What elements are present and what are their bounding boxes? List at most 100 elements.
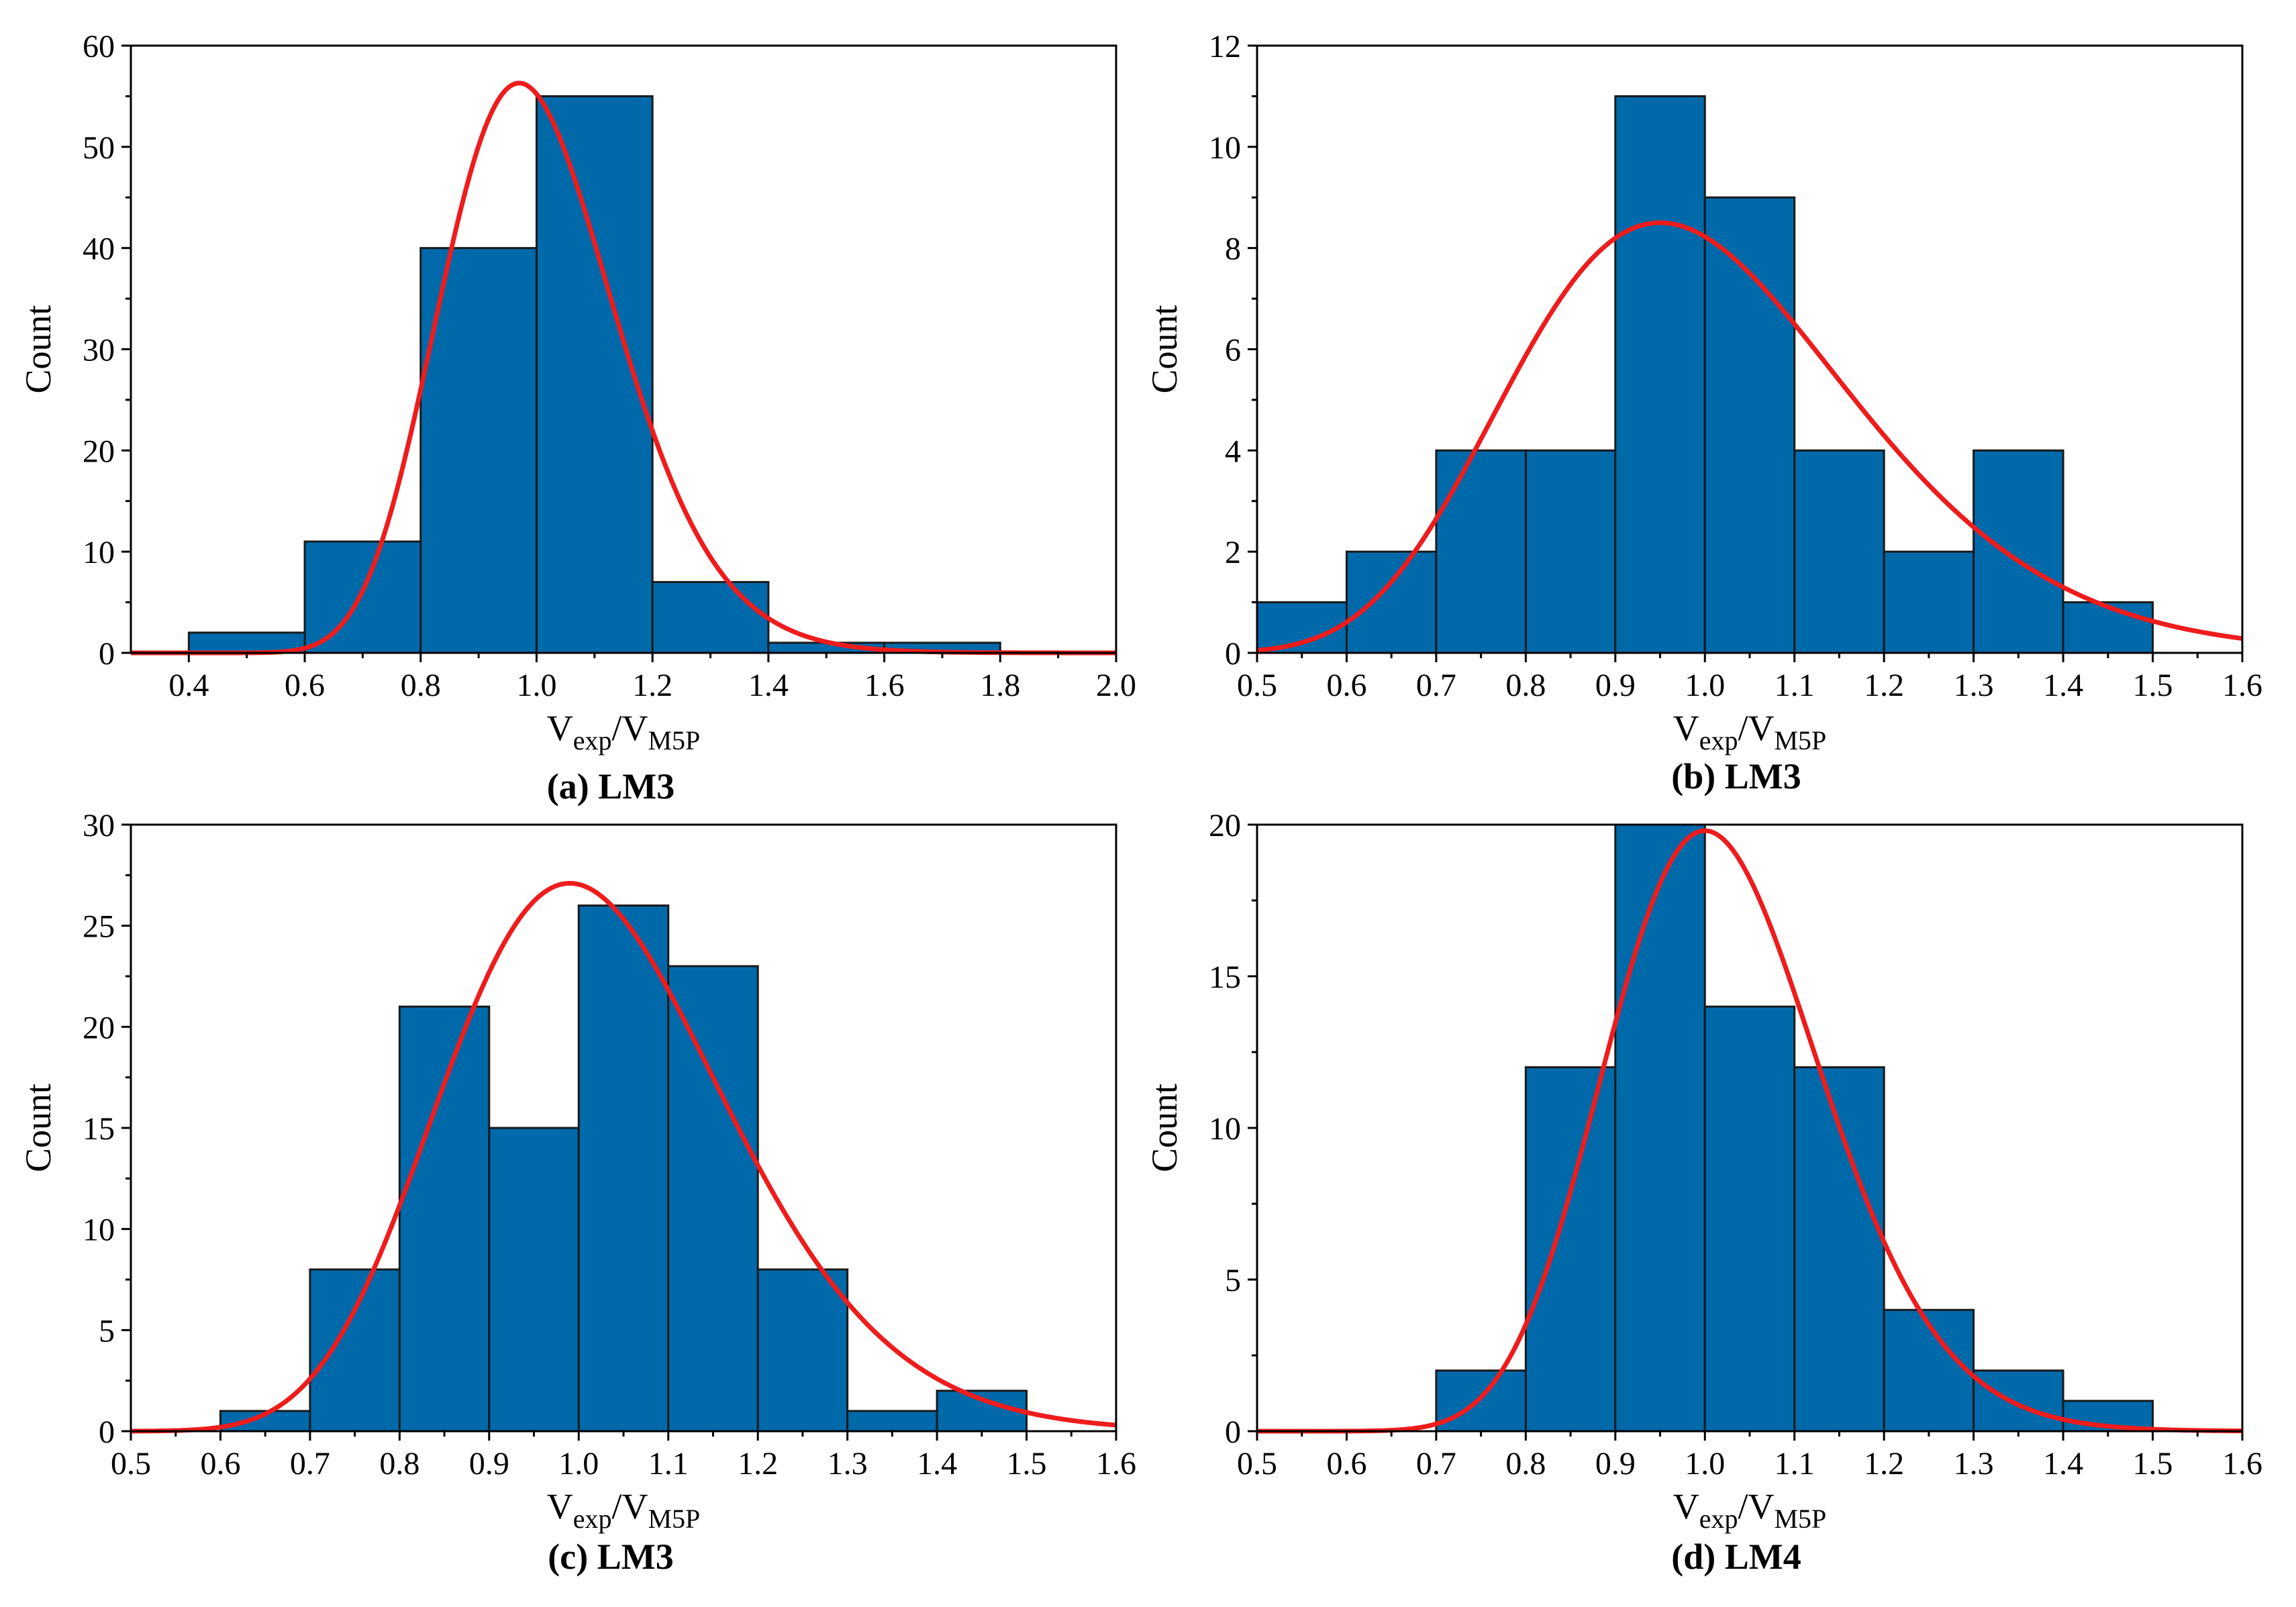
x-axis-label: Vexp/VM5P xyxy=(547,708,701,756)
x-tick-label: 1.0 xyxy=(516,668,556,703)
x-tick-label: 1.4 xyxy=(2043,1446,2083,1482)
histogram-bar xyxy=(398,1005,491,1433)
x-tick-label: 0.7 xyxy=(1416,668,1456,703)
x-tick-label: 1.6 xyxy=(1096,1446,1136,1482)
x-axis-label-sub: M5P xyxy=(648,1504,700,1534)
x-tick-label: 1.1 xyxy=(1775,1446,1815,1482)
x-tick-label: 0.8 xyxy=(1505,668,1546,703)
histogram-bar xyxy=(1793,449,1885,654)
x-tick-label: 0.9 xyxy=(469,1446,509,1482)
histogram-bar xyxy=(1703,1005,1796,1433)
y-tick-label: 0 xyxy=(99,1414,115,1450)
histogram-bar xyxy=(309,1268,401,1433)
x-tick-label: 0.6 xyxy=(1326,668,1366,703)
panel-caption: (b) LM3 xyxy=(1671,756,1801,796)
x-tick-label: 0.6 xyxy=(1326,1446,1366,1482)
y-tick-label: 4 xyxy=(1225,433,1241,469)
histogram-bar xyxy=(1435,449,1527,654)
x-axis-label-sub: exp xyxy=(1699,1504,1738,1534)
chart-panel: 0.4 0.6 0.8 1.0 1.2 1.4 1.6 1.8 2.0 0 10 20 30 40 50 60… xyxy=(18,29,1136,807)
x-tick-label: 0.4 xyxy=(168,668,209,703)
y-tick-label: 25 xyxy=(83,909,115,945)
histogram-bar xyxy=(1614,95,1706,654)
x-tick-label: 1.0 xyxy=(558,1446,599,1482)
x-axis-label-var: V xyxy=(1673,1486,1699,1526)
x-tick-label: 1.2 xyxy=(1864,1446,1904,1482)
histogram-bar xyxy=(2062,601,2154,654)
x-axis-label: Vexp/VM5P xyxy=(1673,1486,1827,1534)
x-tick-label: 1.4 xyxy=(917,1446,957,1482)
x-tick-label: 1.2 xyxy=(632,668,672,703)
y-tick-label: 15 xyxy=(83,1111,115,1147)
y-tick-label: 10 xyxy=(83,1212,115,1248)
x-tick-label: 1.5 xyxy=(2133,668,2173,703)
y-tick-label: 30 xyxy=(83,808,115,843)
histogram-bar xyxy=(1435,1369,1527,1433)
histogram-bar xyxy=(846,1410,938,1433)
x-tick-label: 0.8 xyxy=(379,1446,419,1482)
fit-curve xyxy=(1257,828,2243,1434)
y-tick-label: 12 xyxy=(1209,29,1241,64)
histogram-bar xyxy=(1524,1066,1617,1433)
x-tick-label: 1.6 xyxy=(2222,668,2262,703)
histogram-bar xyxy=(756,1268,849,1433)
x-tick-label: 0.9 xyxy=(1595,1446,1636,1482)
x-tick-label: 1.4 xyxy=(2043,668,2083,703)
y-tick-label: 10 xyxy=(1209,130,1241,166)
fit-curve xyxy=(130,880,1117,1434)
x-tick-label: 1.4 xyxy=(748,668,789,703)
y-tick-label: 5 xyxy=(99,1313,115,1349)
histogram-bar xyxy=(419,247,538,654)
chart-panel: 0.5 0.6 0.7 0.8 0.9 1.0 1.1 1.2 1.3 1.4 1.5 1.6 0 5 10… xyxy=(1144,808,2262,1577)
y-tick-label: 0 xyxy=(1225,1414,1241,1450)
x-tick-label: 0.6 xyxy=(200,1446,240,1482)
x-axis-label-var: V xyxy=(547,1486,573,1526)
x-tick-label: 1.5 xyxy=(2133,1446,2173,1482)
y-axis-label: Count xyxy=(18,1084,58,1172)
x-tick-label: 2.0 xyxy=(1096,668,1136,703)
x-tick-label: 0.8 xyxy=(401,668,441,703)
x-tick-label: 0.7 xyxy=(290,1446,330,1482)
x-tick-label: 1.1 xyxy=(1775,668,1815,703)
histogram-bar xyxy=(1883,1308,1975,1433)
x-axis-label-sub: exp xyxy=(573,725,612,756)
histogram-bar xyxy=(1973,1369,2064,1433)
x-axis-label-sep: /V xyxy=(611,1486,648,1526)
histogram-bar xyxy=(577,904,670,1433)
x-axis-label: Vexp/VM5P xyxy=(1673,708,1827,756)
x-axis-label-sub: M5P xyxy=(1774,725,1826,756)
x-tick-label: 1.3 xyxy=(1954,1446,1994,1482)
y-tick-label: 6 xyxy=(1225,333,1241,368)
x-axis-label: Vexp/VM5P xyxy=(547,1486,701,1534)
histogram-bar xyxy=(1524,449,1617,654)
x-axis-label-sub: exp xyxy=(573,1504,612,1534)
histogram-bar xyxy=(651,580,770,654)
x-axis-label-sep: /V xyxy=(611,708,648,748)
y-tick-label: 30 xyxy=(83,333,115,368)
y-tick-label: 10 xyxy=(1209,1111,1241,1147)
x-tick-label: 1.3 xyxy=(1954,668,1994,703)
histogram-bar xyxy=(1614,823,1706,1433)
x-tick-label: 0.5 xyxy=(111,1446,151,1482)
x-tick-label: 1.2 xyxy=(738,1446,778,1482)
x-tick-label: 1.5 xyxy=(1007,1446,1047,1482)
y-tick-label: 5 xyxy=(1225,1263,1241,1298)
x-tick-label: 0.9 xyxy=(1595,668,1636,703)
x-tick-label: 0.5 xyxy=(1237,668,1277,703)
y-axis-label: Count xyxy=(1144,1084,1185,1172)
y-tick-label: 60 xyxy=(83,29,115,64)
x-tick-label: 1.1 xyxy=(648,1446,689,1482)
x-axis-label-var: V xyxy=(547,708,573,748)
y-tick-label: 20 xyxy=(83,433,115,469)
y-tick-label: 10 xyxy=(83,535,115,570)
x-tick-label: 0.6 xyxy=(285,668,325,703)
x-axis-label-sep: /V xyxy=(1738,708,1774,748)
histogram-bar xyxy=(303,540,422,654)
chart-panel: 0.5 0.6 0.7 0.8 0.9 1.0 1.1 1.2 1.3 1.4 1.5 1.6 0 5 10… xyxy=(18,808,1136,1577)
histogram-bar xyxy=(1703,196,1796,654)
panel-caption: (c) LM3 xyxy=(548,1537,673,1577)
y-tick-label: 50 xyxy=(83,130,115,166)
panel-caption: (d) LM4 xyxy=(1671,1537,1801,1577)
x-axis-label-sep: /V xyxy=(1738,1486,1774,1526)
